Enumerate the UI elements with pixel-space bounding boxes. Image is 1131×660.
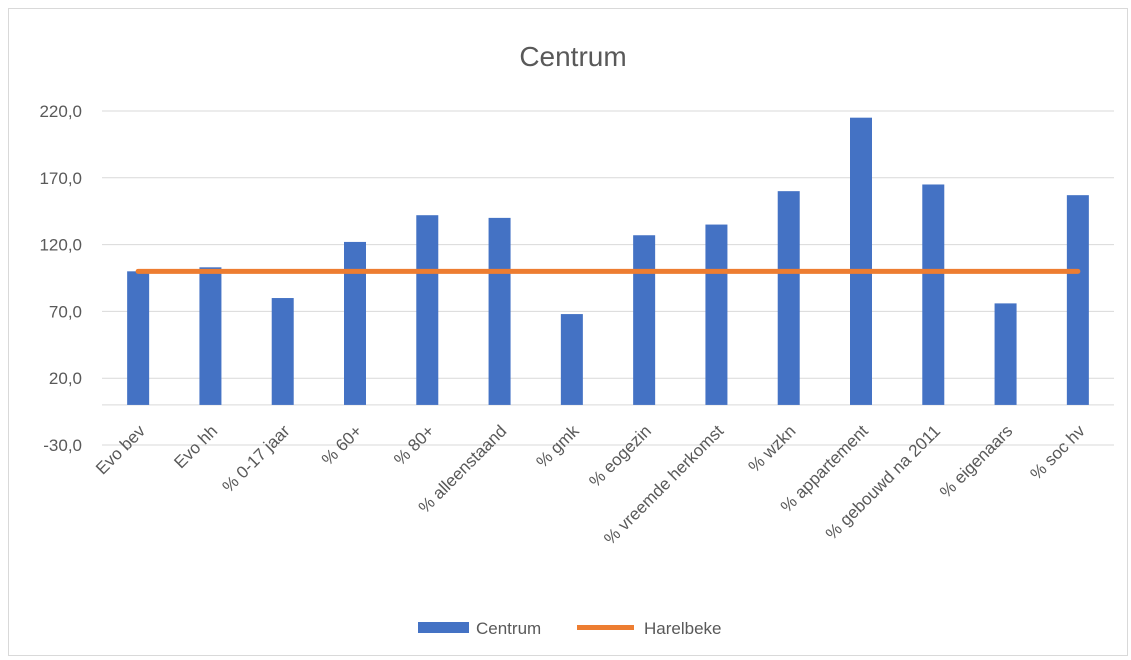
bar-11 [922, 184, 945, 405]
y-tick-label: -30,0 [43, 436, 82, 455]
bar-12 [994, 303, 1017, 405]
x-axis: Evo bev Evo hh% 0-17 jaar% 60+% 80+% alle… [92, 421, 1089, 548]
y-tick-label: 220,0 [39, 102, 82, 121]
bar-13 [1066, 195, 1089, 405]
bar-8 [705, 224, 728, 405]
bar-10 [850, 117, 872, 405]
legend: Centrum Harelbeke [418, 619, 722, 638]
bar-6 [560, 314, 583, 405]
y-tick-label: 120,0 [39, 236, 82, 255]
y-tick-label: 170,0 [39, 169, 82, 188]
chart-title: Centrum [519, 41, 626, 72]
x-category-label: % gmk [533, 421, 584, 472]
bar-5 [488, 217, 511, 405]
legend-swatch-centrum [418, 622, 469, 633]
x-category-label: % wzkn [745, 421, 800, 476]
x-category-label: % vreemde herkomst [600, 421, 727, 548]
bar-3 [344, 241, 366, 405]
y-axis: -30,0 20,0 70,0 120,0 170,0 220,0 [39, 102, 82, 455]
x-category-label: % 0-17 jaar [219, 421, 294, 496]
legend-label-centrum: Centrum [476, 619, 541, 638]
bar-2 [271, 298, 294, 405]
x-category-label: % soc hv [1026, 421, 1089, 484]
x-category-label: Evo bev [92, 421, 149, 478]
bar-4 [416, 215, 439, 405]
bar-1 [199, 267, 222, 405]
bar-0 [127, 271, 150, 405]
x-category-label: % eogezin [585, 421, 655, 491]
x-category-label: % eigenaars [936, 421, 1016, 501]
bar-9 [777, 191, 800, 405]
y-tick-label: 20,0 [49, 369, 82, 388]
bar-7 [633, 235, 656, 405]
bar-series-centrum [127, 117, 1089, 405]
x-category-label: Evo hh [170, 421, 221, 472]
legend-label-harelbeke: Harelbeke [644, 619, 722, 638]
gridlines [102, 110, 1114, 446]
y-tick-label: 70,0 [49, 302, 82, 321]
